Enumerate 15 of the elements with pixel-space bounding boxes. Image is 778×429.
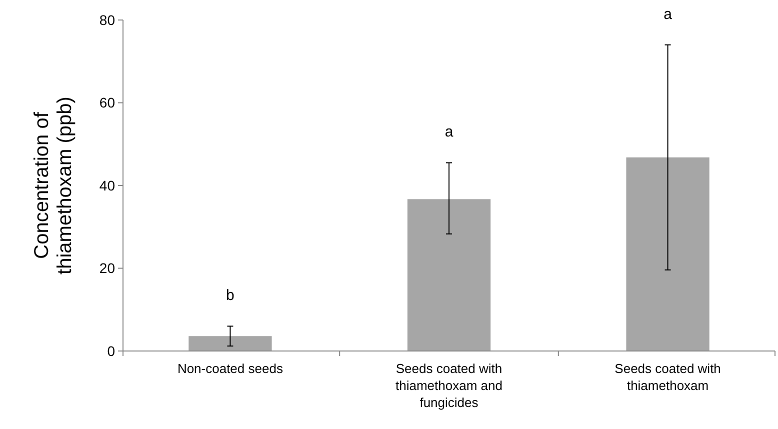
annotation: a [444, 124, 454, 141]
y-tick-label: 40 [99, 177, 116, 194]
y-tick-label: 80 [99, 12, 116, 28]
annotation: a [664, 6, 673, 23]
y-tick-label: 20 [99, 260, 116, 276]
x-tick-label: Seeds coated with thiamethoxam and fungicides [396, 361, 502, 410]
bar [407, 199, 491, 351]
y-tick-label: 0 [107, 342, 116, 359]
y-tick-label: 60 [99, 94, 116, 111]
bar [626, 157, 710, 351]
x-tick-label: Non-coated seeds [177, 361, 284, 376]
annotation: b [226, 287, 234, 304]
y-axis-title: Concentration of thiamethoxam (ppb) [31, 96, 76, 274]
x-tick-label: Seeds coated with thiamethoxam [614, 361, 721, 393]
bar [188, 336, 272, 351]
